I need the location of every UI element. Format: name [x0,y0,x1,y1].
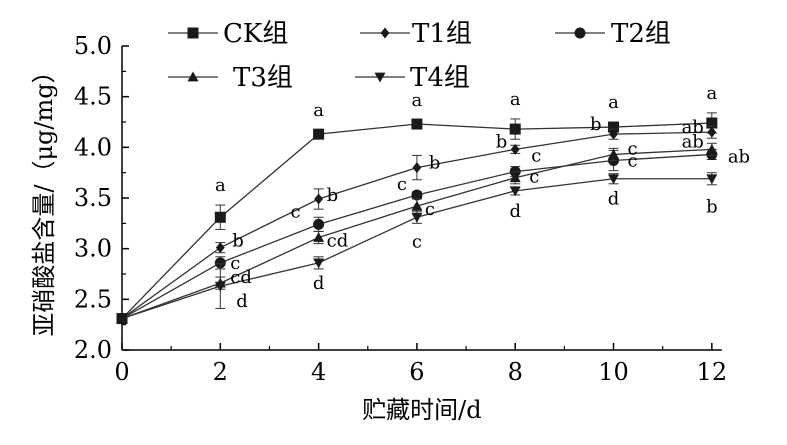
data-point [412,162,422,174]
legend-marker [374,72,386,83]
data-point [411,200,423,211]
significance-letter: a [706,83,717,104]
significance-letter: a [412,90,423,111]
data-point [608,148,620,159]
data-point [509,172,521,183]
legend-label: CK组 [223,19,288,49]
significance-letter: b [706,197,718,218]
significance-letter: c [425,199,435,220]
significance-letter: a [313,100,324,121]
data-point [214,257,226,269]
axes: 0 2 4 6 8 10 12 2.0 2.5 3.0 3.5 4.0 4.5 5.0 [74,32,727,386]
y-tick-label: 5.0 [74,32,112,60]
data-point [116,314,128,325]
significance-letter: ab [728,146,750,167]
significance-letter: a [215,175,226,196]
data-point [706,117,718,129]
data-point [214,211,226,223]
significance-letter: b [496,131,508,152]
significance-letter: c [230,253,240,274]
data-point [609,128,618,140]
significance-letter: cd [327,231,349,252]
significance-letter: c [628,139,638,160]
significance-letter: c [397,174,407,195]
y-tick-label: 3.0 [74,235,112,263]
x-axis-title: 贮藏时间/d [362,396,481,424]
significance-letter: b [429,153,441,174]
series-1 [116,112,718,325]
legend-item: T2组 [555,19,671,49]
y-axis-title: 亚硝酸盐含量/（μg/mg） [30,59,58,336]
significance-letter: a [510,89,521,110]
significance-letter: a [608,92,619,113]
series-layer [116,112,718,325]
data-point [608,121,620,133]
data-point [706,174,718,185]
data-point [411,118,423,130]
significance-letter: b [232,231,244,252]
y-tick-label: 4.0 [74,133,112,161]
significance-letter: c [628,150,638,171]
significance-letter: d [313,273,325,294]
significance-letter: c [529,167,539,188]
x-tick-label: 6 [409,358,424,386]
y-tick-label: 2.0 [74,336,112,364]
significance-letter: c [531,146,541,167]
data-point [313,128,325,140]
data-point [313,218,325,230]
significance-letter: d [236,291,248,312]
legend-item: T3组 [168,63,293,93]
significance-letter: b [590,114,602,135]
data-point [707,126,717,138]
legend-marker [187,27,199,39]
data-point [314,193,324,205]
y-tick-label: 3.5 [74,184,112,212]
data-point [509,123,521,135]
legend-label: T4组 [410,63,470,93]
x-tick-label: 0 [114,358,129,386]
significance-letter: d [509,201,521,222]
data-point [411,189,423,201]
y-tick-label: 4.5 [74,83,112,111]
significance-letter: c [291,201,301,222]
legend-item: T1组 [360,19,472,49]
legend-label: T1组 [412,19,472,49]
significance-letter: ab [682,131,704,152]
x-tick-label: 2 [213,358,228,386]
y-tick-label: 2.5 [74,285,112,313]
legend-item: CK组 [168,19,288,49]
significance-letter: b [327,185,339,206]
significance-letter: c [412,231,422,252]
significance-letter: ab [682,117,704,138]
legend-marker [187,71,199,82]
data-point [214,281,226,292]
x-tick-label: 4 [311,358,326,386]
legend: CK组 T1组 T2组 T3组 T4组 [168,19,671,93]
data-point [215,242,225,254]
legend-label: T3组 [233,63,293,93]
x-tick-label: 10 [598,358,629,386]
legend-item: T4组 [355,63,470,93]
data-point [510,143,520,155]
series-5 [116,172,718,325]
data-point [608,174,620,185]
legend-marker [574,27,586,39]
data-point [313,232,325,242]
data-point [706,143,718,154]
legend-label: T2组 [611,19,671,49]
data-point [509,186,521,197]
legend-marker [380,27,390,39]
significance-letter: d [608,189,620,210]
data-point [313,258,325,269]
data-point [411,212,423,223]
significance-letter: cd [230,267,252,288]
x-tick-label: 8 [508,358,523,386]
x-tick-label: 12 [697,358,728,386]
